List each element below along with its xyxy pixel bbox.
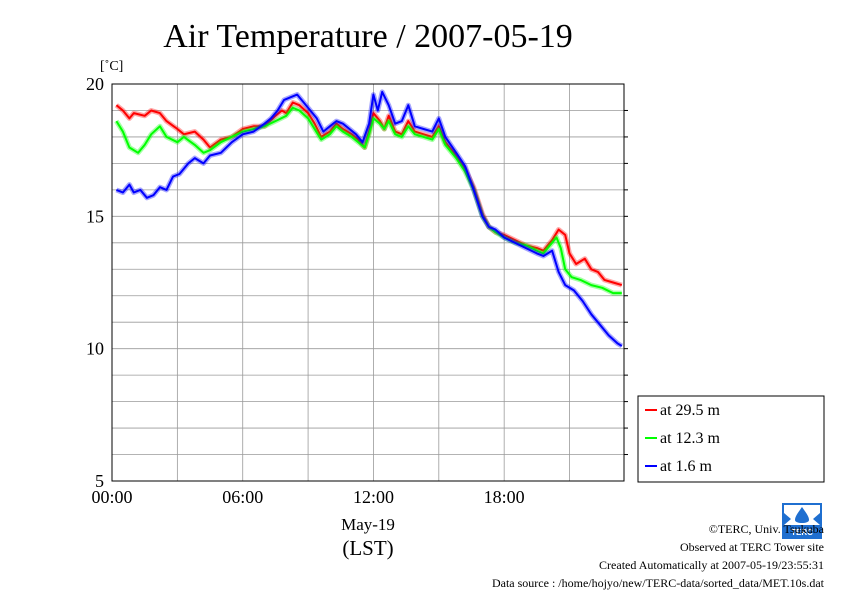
y-axis-unit-label: [˚C] bbox=[100, 59, 123, 74]
legend-label: at 29.5 m bbox=[660, 402, 721, 419]
legend-box bbox=[637, 395, 825, 483]
y-tick-label: 5 bbox=[95, 471, 104, 491]
series-layer bbox=[114, 89, 624, 349]
data-source-text: Data source : /home/hojyo/new/TERC-data/… bbox=[491, 576, 824, 590]
chart-title: Air Temperature / 2007-05-19 bbox=[163, 18, 573, 55]
legend-label: at 12.3 m bbox=[660, 430, 721, 447]
terc-logo-icon: TERC bbox=[782, 503, 822, 539]
x-axis-date-label: May-19 bbox=[341, 515, 395, 534]
x-tick-label: 06:00 bbox=[222, 487, 263, 507]
y-axis-ticks: 5 10 15 20 bbox=[86, 74, 628, 491]
x-axis-ticks: 00:00 06:00 12:00 18:00 bbox=[91, 487, 524, 507]
y-tick-label: 15 bbox=[86, 206, 104, 226]
x-tick-label: 00:00 bbox=[91, 487, 132, 507]
x-tick-label: 18:00 bbox=[484, 487, 525, 507]
series-line-at-29-5-m bbox=[115, 101, 623, 287]
legend: at 29.5 m at 12.3 m at 1.6 m bbox=[637, 395, 825, 483]
logo-text: TERC bbox=[791, 528, 813, 537]
x-axis-unit-label: (LST) bbox=[342, 536, 393, 560]
x-tick-label: 12:00 bbox=[353, 487, 394, 507]
series-line-at-1-6-m bbox=[116, 90, 623, 347]
created-text: Created Automatically at 2007-05-19/23:5… bbox=[599, 558, 824, 572]
plot-frame bbox=[111, 83, 625, 482]
copyright-text: ©TERC, Univ. Tsukuba bbox=[708, 522, 824, 536]
plot-area: 5 10 15 20 00:00 06:00 12:00 18:00 bbox=[86, 74, 628, 507]
y-tick-label: 10 bbox=[86, 339, 104, 359]
series-line-at-12-3-m bbox=[115, 106, 622, 295]
observed-text: Observed at TERC Tower site bbox=[679, 540, 824, 554]
legend-label: at 1.6 m bbox=[660, 458, 713, 475]
y-tick-label: 20 bbox=[86, 74, 104, 94]
